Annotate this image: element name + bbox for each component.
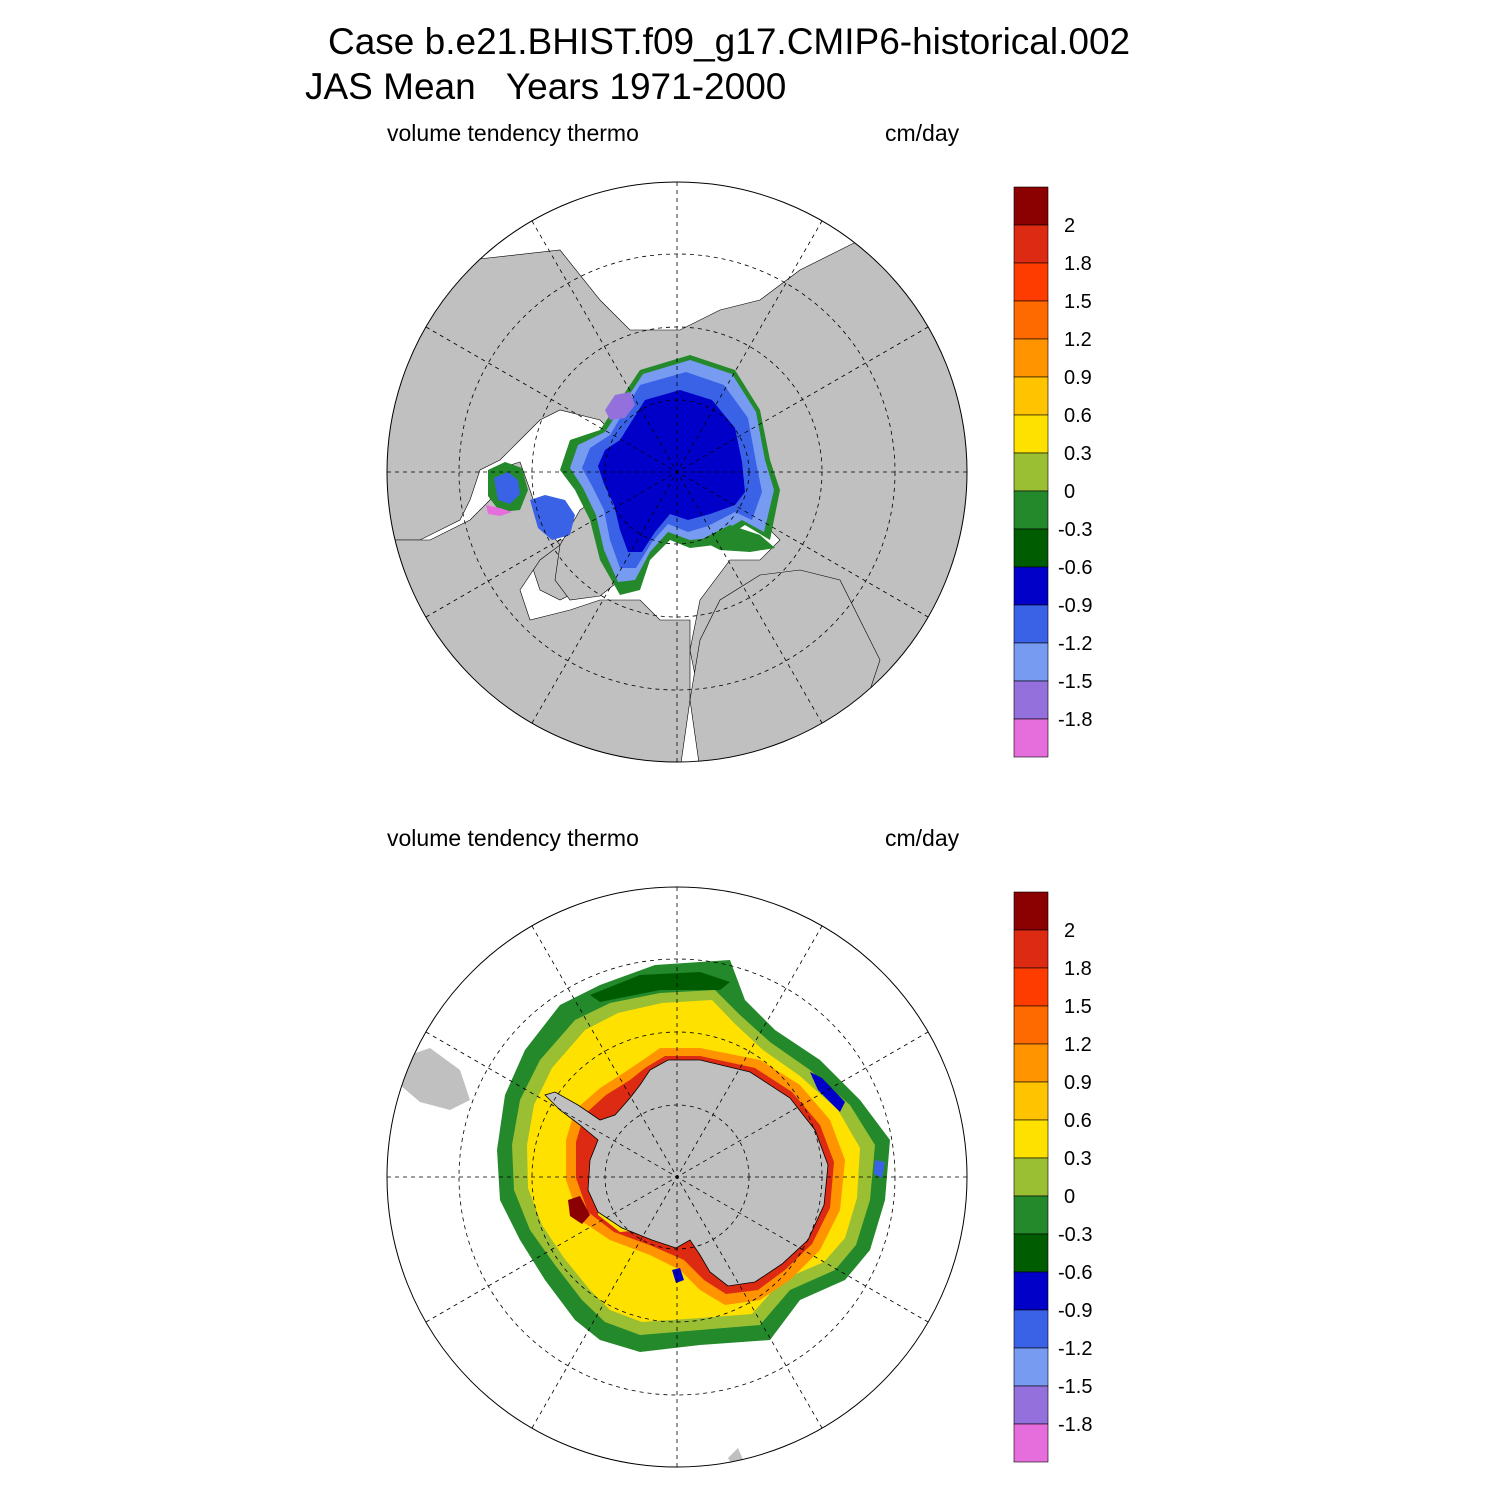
bottom-colorbar-box-1 (1013, 929, 1049, 969)
bottom-colorbar-box-5 (1013, 1081, 1049, 1121)
arctic-ice-purple-patch (605, 392, 635, 420)
bottom-colorbar-box-10 (1013, 1271, 1049, 1311)
bottom-colorbar-box-8 (1013, 1195, 1049, 1235)
bottom-colorbar-label-3: 1.2 (1064, 1034, 1092, 1056)
antarctic-ice-darkred-patch (568, 1196, 590, 1224)
arctic-ice-barents-green (700, 525, 775, 552)
antarctic-map-border (386, 886, 968, 1468)
antarctic-ice-blue-patch-east (810, 1072, 845, 1112)
antarctic-map (386, 886, 968, 1468)
bottom-colorbar-box-3 (1013, 1005, 1049, 1045)
arctic-graticule (387, 182, 967, 762)
bottom-colorbar-label-7: 0 (1064, 1186, 1075, 1208)
top-colorbar-label-12: -1.5 (1058, 671, 1092, 693)
top-colorbar: 2 1.8 1.5 1.2 0.9 0.6 0.3 0 -0.3 -0.6 -0.9 -1.2 -1.5… (1013, 186, 1092, 758)
top-colorbar-label-10: -0.9 (1058, 595, 1092, 617)
bottom-colorbar-label-10: -0.9 (1058, 1300, 1092, 1322)
top-colorbar-label-7: 0 (1064, 481, 1075, 503)
top-colorbar-box-8 (1013, 490, 1049, 530)
bottom-colorbar-label-4: 0.9 (1064, 1072, 1092, 1094)
top-colorbar-box-4 (1013, 338, 1049, 378)
top-colorbar-label-13: -1.8 (1058, 709, 1092, 731)
top-colorbar-box-0 (1013, 186, 1049, 226)
bottom-colorbar-box-13 (1013, 1385, 1049, 1425)
arctic-ice-hudson-blue (494, 472, 520, 504)
top-colorbar-box-12 (1013, 642, 1049, 682)
top-panel-units-label: cm/day (885, 120, 960, 146)
top-colorbar-box-3 (1013, 300, 1049, 340)
bottom-panel-variable-label: volume tendency thermo (387, 825, 639, 851)
top-colorbar-box-1 (1013, 224, 1049, 264)
top-colorbar-label-1: 1.8 (1064, 253, 1092, 275)
top-colorbar-label-2: 1.5 (1064, 291, 1092, 313)
top-colorbar-box-10 (1013, 566, 1049, 606)
bottom-colorbar-label-11: -1.2 (1058, 1338, 1092, 1360)
bottom-colorbar-box-4 (1013, 1043, 1049, 1083)
top-colorbar-box-13 (1013, 680, 1049, 720)
antarctic-ice-blue-patch-south (672, 1268, 684, 1283)
top-colorbar-label-3: 1.2 (1064, 329, 1092, 351)
top-colorbar-label-4: 0.9 (1064, 367, 1092, 389)
bottom-colorbar-label-12: -1.5 (1058, 1376, 1092, 1398)
bottom-colorbar-label-6: 0.3 (1064, 1148, 1092, 1170)
bottom-colorbar-box-12 (1013, 1347, 1049, 1387)
top-colorbar-box-5 (1013, 376, 1049, 416)
top-colorbar-label-5: 0.6 (1064, 405, 1092, 427)
bottom-colorbar-label-9: -0.6 (1058, 1262, 1092, 1284)
antarctic-ice-blue-patch-far-east (874, 1160, 885, 1178)
bottom-colorbar-label-1: 1.8 (1064, 958, 1092, 980)
top-colorbar-label-8: -0.3 (1058, 519, 1092, 541)
top-colorbar-box-11 (1013, 604, 1049, 644)
plot-title-case: Case b.e21.BHIST.f09_g17.CMIP6-historica… (328, 21, 1131, 62)
top-colorbar-box-9 (1013, 528, 1049, 568)
top-colorbar-label-6: 0.3 (1064, 443, 1092, 465)
top-colorbar-box-14 (1013, 718, 1049, 758)
antarctic-graticule (387, 887, 967, 1467)
top-colorbar-box-2 (1013, 262, 1049, 302)
arctic-ice-baffin-blue (530, 495, 575, 540)
antarctic-land-south-america (395, 1048, 470, 1110)
arctic-ice-hudson-pink (486, 505, 512, 516)
bottom-panel-units-label: cm/day (885, 825, 960, 851)
bottom-colorbar-box-0 (1013, 891, 1049, 931)
antarctic-land-continent (544, 1059, 829, 1287)
arctic-ice-dark-blue (598, 390, 745, 552)
plot-title-period: JAS Mean Years 1971-2000 (305, 66, 787, 107)
top-colorbar-box-6 (1013, 414, 1049, 454)
bottom-colorbar-label-13: -1.8 (1058, 1414, 1092, 1436)
bottom-colorbar-box-7 (1013, 1157, 1049, 1197)
arctic-map (386, 181, 968, 763)
bottom-colorbar-box-2 (1013, 967, 1049, 1007)
bottom-colorbar: 2 1.8 1.5 1.2 0.9 0.6 0.3 0 -0.3 -0.6 -0.9 -1.2 -1.5… (1013, 891, 1092, 1463)
top-panel-variable-label: volume tendency thermo (387, 120, 639, 146)
top-colorbar-label-0: 2 (1064, 215, 1075, 237)
top-colorbar-label-9: -0.6 (1058, 557, 1092, 579)
bottom-colorbar-box-6 (1013, 1119, 1049, 1159)
bottom-colorbar-box-9 (1013, 1233, 1049, 1273)
bottom-colorbar-box-11 (1013, 1309, 1049, 1349)
bottom-colorbar-label-8: -0.3 (1058, 1224, 1092, 1246)
bottom-colorbar-label-5: 0.6 (1064, 1110, 1092, 1132)
arctic-map-border (386, 181, 968, 763)
antarctic-ice-dark-green-band (590, 972, 730, 1002)
bottom-colorbar-box-14 (1013, 1423, 1049, 1463)
top-colorbar-box-7 (1013, 452, 1049, 492)
bottom-colorbar-label-0: 2 (1064, 920, 1075, 942)
bottom-colorbar-label-2: 1.5 (1064, 996, 1092, 1018)
top-colorbar-label-11: -1.2 (1058, 633, 1092, 655)
